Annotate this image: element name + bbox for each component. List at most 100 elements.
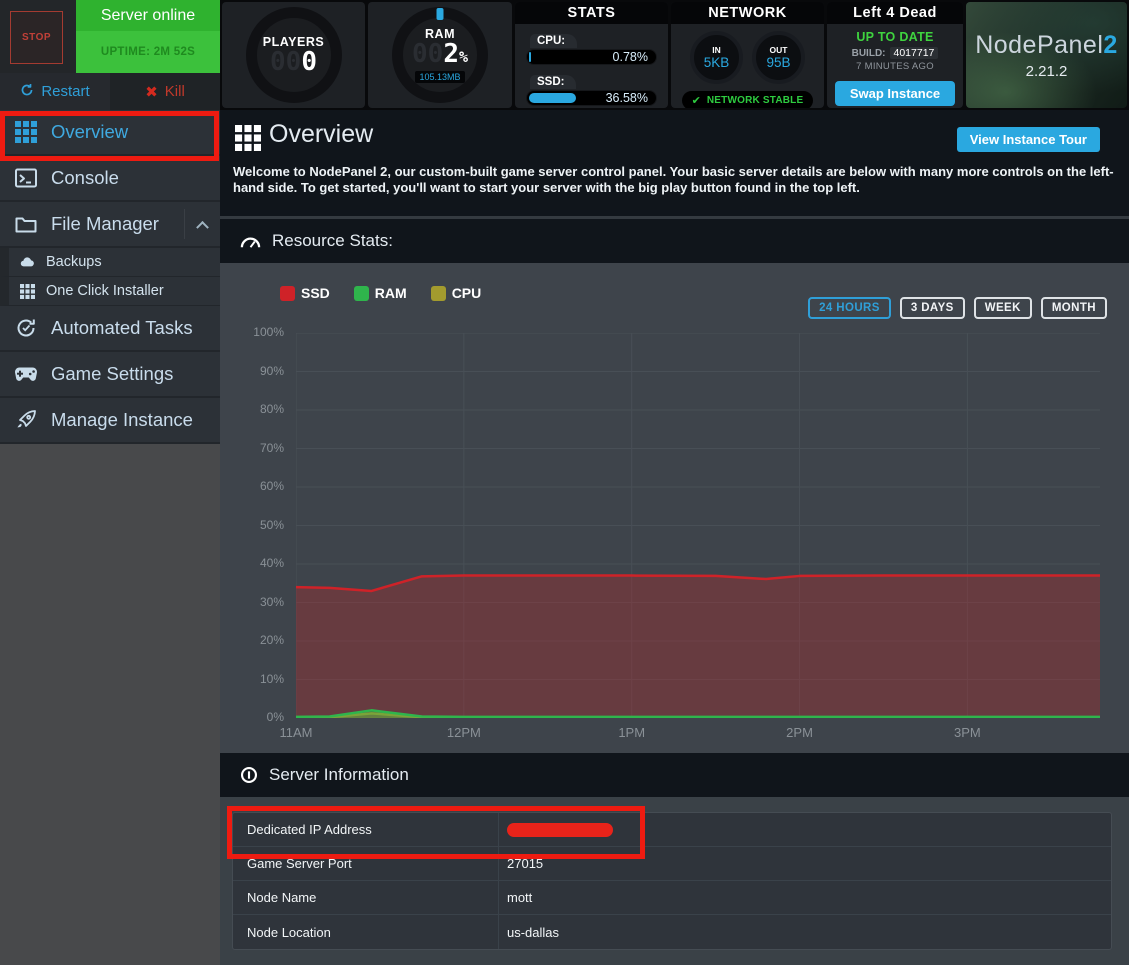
server-uptime: UPTIME: 2M 52S — [76, 31, 220, 73]
ram-usage-detail: 105.13MB — [415, 71, 464, 83]
table-row: Dedicated IP Address — [233, 813, 1111, 847]
build-number: 4017717 — [890, 47, 939, 59]
brand-panel: NodePanel2 2.21.2 — [966, 2, 1127, 108]
sidebar-item-file-manager[interactable]: File Manager — [0, 202, 220, 248]
page-title: Overview — [269, 120, 373, 149]
table-row: Node Location us-dallas — [233, 915, 1111, 949]
update-status: UP TO DATE — [856, 30, 933, 44]
y-axis-tick-label: 70% — [220, 441, 284, 455]
redacted-ip-value — [507, 823, 613, 837]
grid-icon — [19, 283, 36, 300]
restart-button[interactable]: Restart — [0, 73, 110, 110]
chevron-up-icon — [196, 220, 209, 233]
y-axis-tick-label: 30% — [220, 595, 284, 609]
range-month-button[interactable]: MONTH — [1041, 297, 1107, 319]
sidebar-item-manage-instance[interactable]: Manage Instance — [0, 398, 220, 444]
chart-legend: SSD RAM CPU — [280, 285, 481, 301]
network-in-gauge: IN 5KB — [690, 31, 743, 84]
sidebar-item-game-settings[interactable]: Game Settings — [0, 352, 220, 398]
range-week-button[interactable]: WEEK — [974, 297, 1032, 319]
server-info-section: Dedicated IP Address Game Server Port 27… — [220, 797, 1129, 965]
x-axis-tick-label: 1PM — [602, 725, 662, 740]
swap-instance-button[interactable]: Swap Instance — [835, 81, 955, 106]
server-status-text: Server online — [76, 0, 220, 31]
ram-percentage: 002% — [412, 41, 468, 70]
gauge-icon — [240, 234, 261, 249]
network-out-gauge: OUT 95B — [752, 31, 805, 84]
brand-version: 2.21.2 — [1026, 63, 1068, 80]
ssd-usage-bar: 36.58% — [526, 90, 657, 106]
sidebar-item-label: Game Settings — [51, 363, 173, 385]
cpu-usage-value: 0.78% — [613, 50, 648, 64]
network-status-badge: ✔ NETWORK STABLE — [682, 91, 814, 108]
sidebar-item-one-click-installer[interactable]: One Click Installer — [0, 277, 220, 306]
restart-label: Restart — [41, 83, 89, 100]
check-icon: ✔ — [692, 94, 701, 107]
sidebar-item-label: Automated Tasks — [51, 317, 193, 339]
restart-icon — [20, 83, 34, 101]
ram-panel: RAM 002% 105.13MB — [368, 2, 512, 108]
server-controls: STOP Server online UPTIME: 2M 52S Restar… — [0, 0, 220, 110]
table-row: Node Name mott — [233, 881, 1111, 915]
stats-title: STATS — [515, 2, 668, 24]
server-info-table: Dedicated IP Address Game Server Port 27… — [232, 812, 1112, 950]
y-axis-tick-label: 50% — [220, 518, 284, 532]
sidebar-item-overview[interactable]: Overview — [0, 110, 220, 156]
welcome-text: Welcome to NodePanel 2, our custom-built… — [233, 164, 1126, 195]
build-label: BUILD: — [852, 48, 886, 59]
folder-icon — [14, 212, 38, 236]
kill-label: Kill — [165, 83, 185, 100]
server-status: Server online UPTIME: 2M 52S — [76, 0, 220, 73]
legend-item-cpu: CPU — [431, 285, 482, 301]
ssd-swatch — [280, 286, 295, 301]
grid-icon — [235, 125, 261, 156]
x-axis-tick-label: 12PM — [434, 725, 494, 740]
view-instance-tour-button[interactable]: View Instance Tour — [957, 127, 1100, 152]
stop-button[interactable]: STOP — [10, 11, 63, 64]
section-title: Server Information — [269, 765, 409, 785]
range-24-hours-button[interactable]: 24 HOURS — [808, 297, 891, 319]
grid-icon — [14, 120, 38, 144]
collapse-toggle[interactable] — [184, 209, 220, 239]
sidebar-item-label: File Manager — [51, 213, 159, 235]
main-content: Overview View Instance Tour Welcome to N… — [220, 110, 1129, 965]
legend-item-ram: RAM — [354, 285, 407, 301]
ssd-usage-value: 36.58% — [606, 91, 648, 105]
sidebar-item-label: Backups — [46, 254, 102, 270]
kill-button[interactable]: ✖ Kill — [110, 73, 220, 110]
kill-icon: ✖ — [145, 83, 158, 101]
cpu-usage-bar: 0.78% — [526, 49, 657, 65]
sidebar-item-label: One Click Installer — [46, 283, 164, 299]
sidebar-item-automated-tasks[interactable]: Automated Tasks — [0, 306, 220, 352]
section-title: Resource Stats: — [272, 231, 393, 251]
y-axis-tick-label: 20% — [220, 633, 284, 647]
y-axis-tick-label: 80% — [220, 402, 284, 416]
sidebar-item-console[interactable]: Console — [0, 156, 220, 202]
sidebar: STOP Server online UPTIME: 2M 52S Restar… — [0, 0, 220, 965]
sidebar-item-backups[interactable]: Backups — [0, 248, 220, 277]
cloud-backup-icon — [19, 254, 36, 271]
sidebar-item-label: Console — [51, 167, 119, 189]
x-axis-tick-label: 2PM — [770, 725, 830, 740]
info-icon — [240, 766, 258, 784]
usage-area-chart — [296, 333, 1100, 718]
y-axis-tick-label: 90% — [220, 364, 284, 378]
y-axis-tick-label: 40% — [220, 556, 284, 570]
ssd-bar-label: SSD: — [530, 75, 576, 89]
sync-tasks-icon — [14, 316, 38, 340]
players-panel: PLAYERS 000 — [222, 2, 365, 108]
y-axis-tick-label: 0% — [220, 710, 284, 724]
y-axis-tick-label: 100% — [220, 325, 284, 339]
network-title: NETWORK — [671, 2, 824, 24]
network-in-value: 5KB — [704, 55, 730, 70]
sidebar-item-label: Manage Instance — [51, 409, 193, 431]
rocket-icon — [14, 408, 38, 432]
brand-logo: NodePanel2 — [975, 31, 1118, 60]
server-information-header: Server Information — [220, 753, 1129, 797]
range-3-days-button[interactable]: 3 DAYS — [900, 297, 965, 319]
nodepanel-app: STOP Server online UPTIME: 2M 52S Restar… — [0, 0, 1129, 965]
network-panel: NETWORK IN 5KB OUT 95B ✔ NETWORK STABLE — [671, 2, 824, 108]
y-axis-tick-label: 60% — [220, 479, 284, 493]
players-count: 000 — [270, 49, 317, 75]
updated-ago: 7 MINUTES AGO — [856, 61, 934, 72]
